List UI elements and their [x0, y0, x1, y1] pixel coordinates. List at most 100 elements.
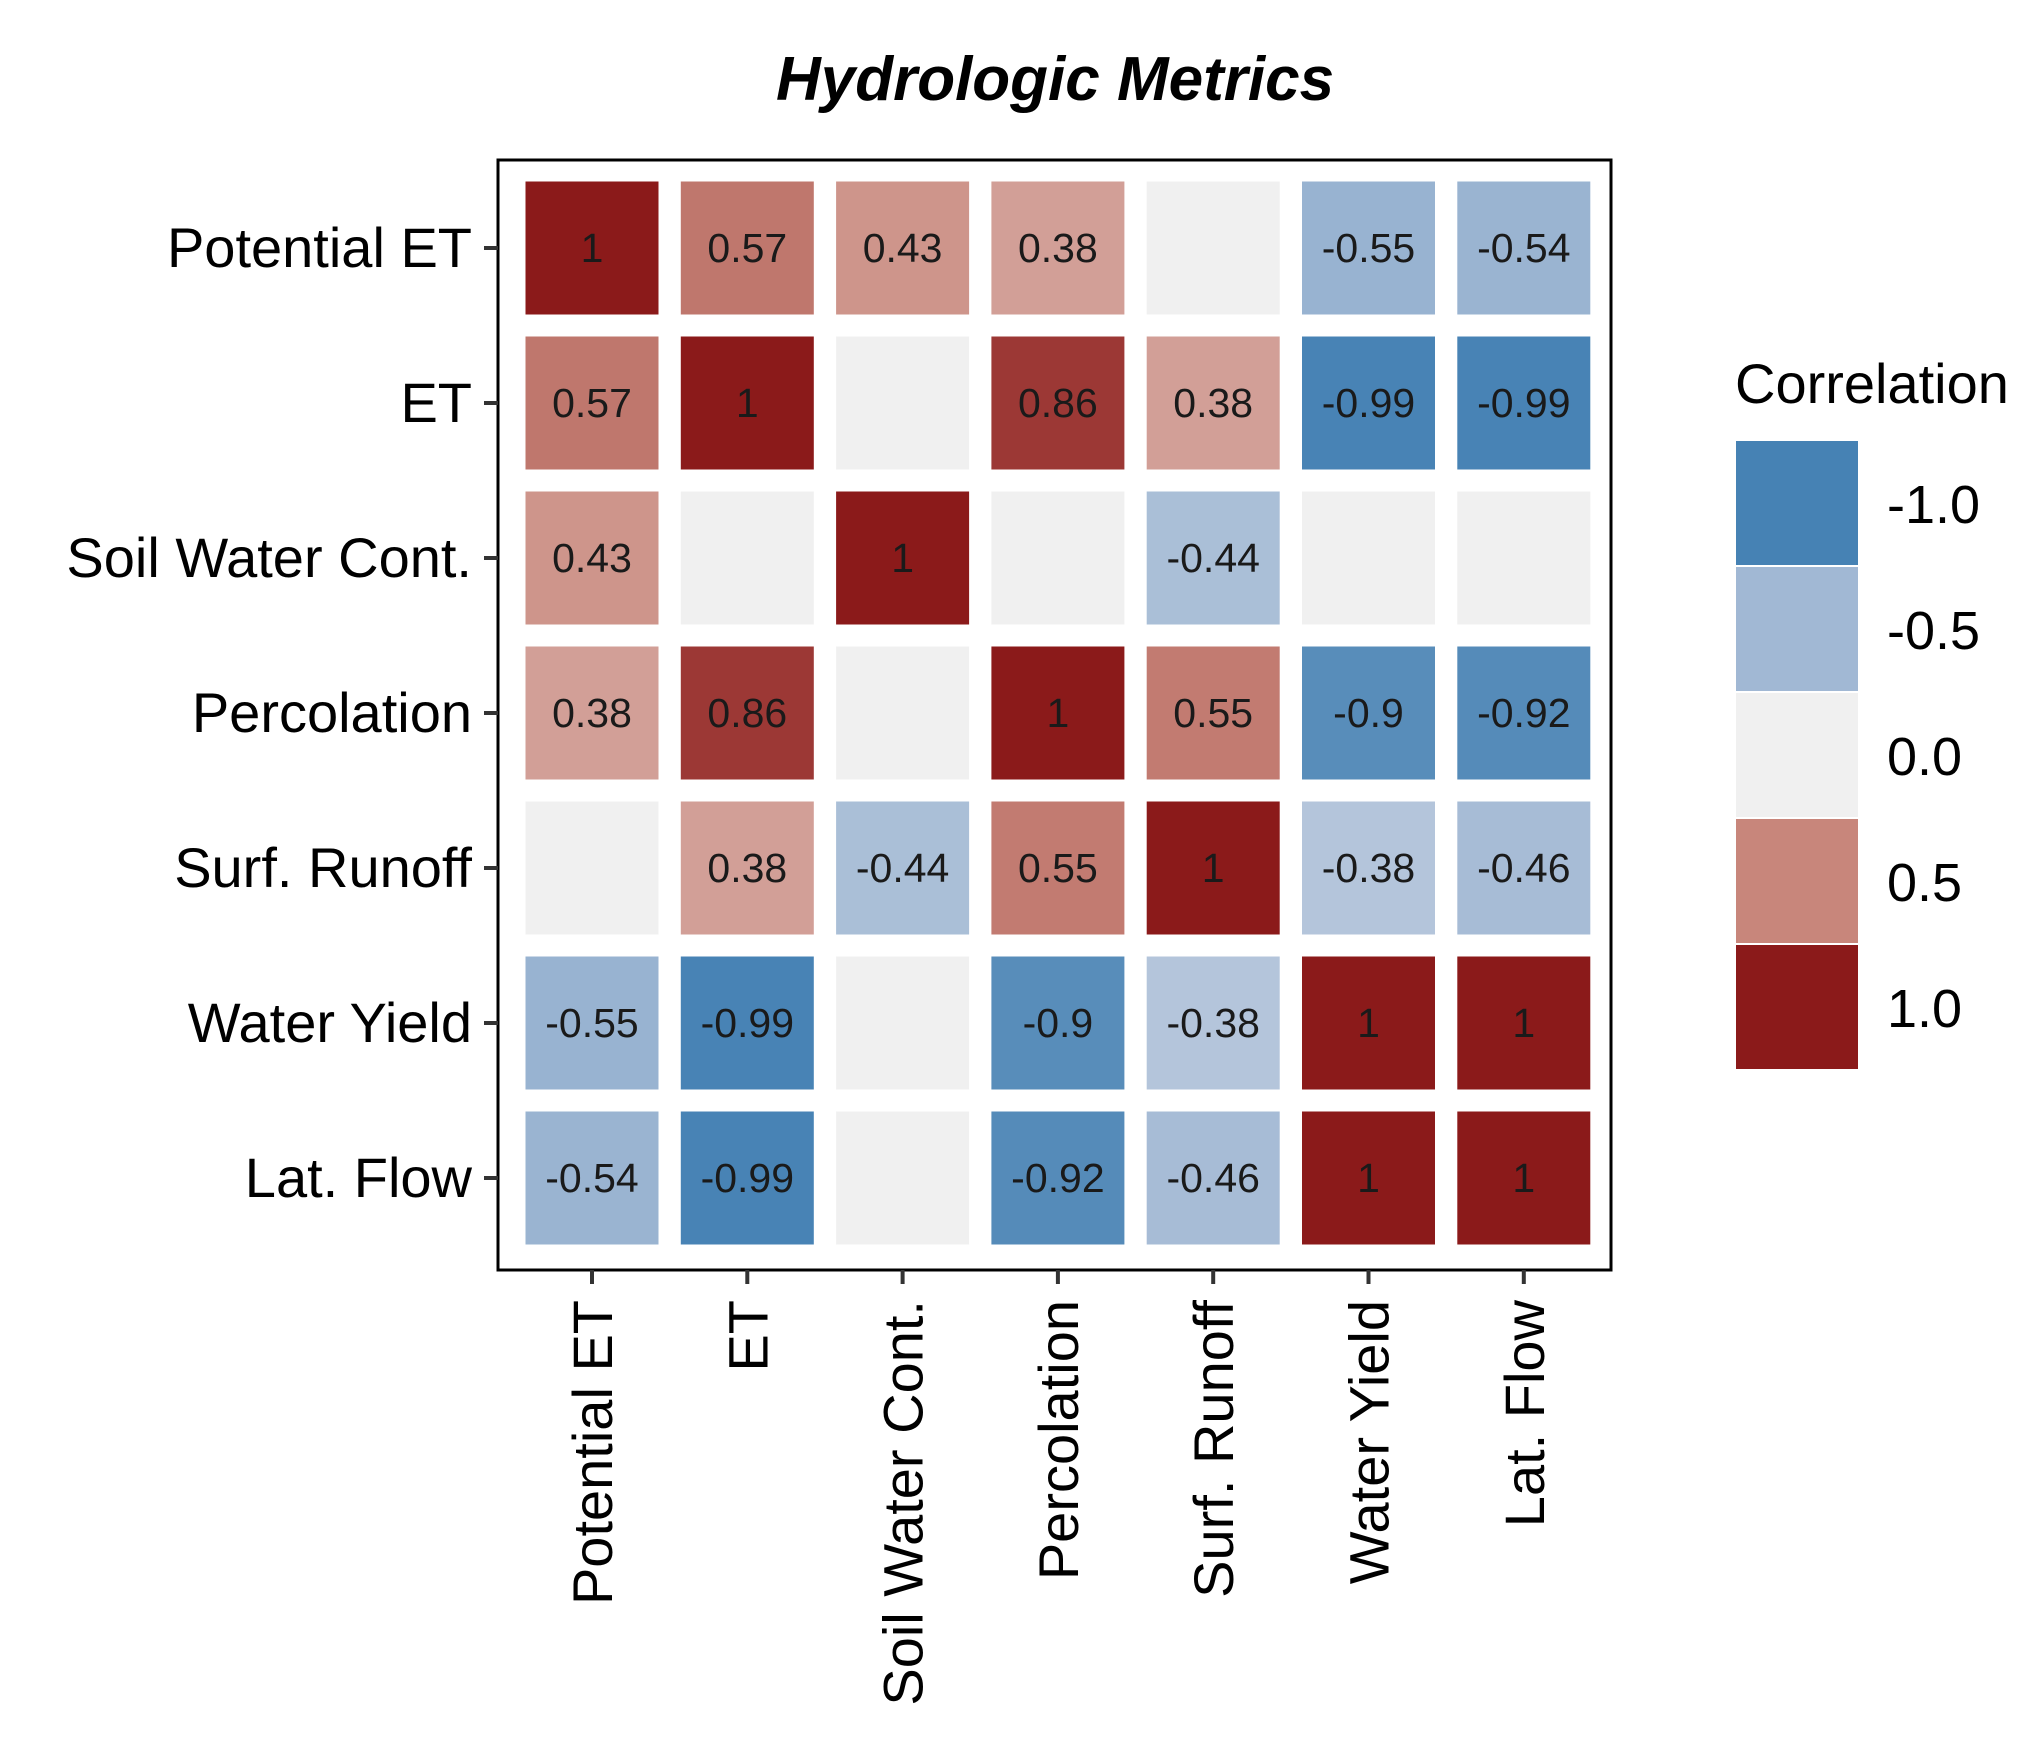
cell-value-label: -0.54 — [1477, 225, 1570, 271]
cell-value-label: -0.54 — [545, 1155, 638, 1201]
cell-value-label: -0.44 — [856, 845, 949, 891]
heatmap-cell — [1457, 801, 1591, 935]
heatmap-cell — [1146, 1111, 1280, 1245]
heatmap-cell — [1302, 801, 1435, 935]
x-tick-label: Surf. Runoff — [1182, 1300, 1245, 1598]
cell-value-label: 0.38 — [552, 690, 632, 736]
cell-value-label: 0.43 — [552, 535, 632, 581]
heatmap-cell — [680, 336, 814, 470]
legend-swatch — [1734, 439, 1860, 567]
heatmap-cell — [991, 956, 1125, 1090]
cell-value-label: -0.55 — [545, 1000, 638, 1046]
cell-value-label: 0.86 — [707, 690, 787, 736]
heatmap-cell — [525, 491, 659, 625]
cell-value-label: 1 — [1046, 690, 1069, 736]
heatmap-cell — [836, 336, 970, 470]
legend-label: 0.0 — [1887, 727, 1962, 787]
heatmap-cell — [1302, 491, 1435, 625]
legend: Correlation -1.0 -0.5 0.0 0.5 1.0 — [1734, 352, 2009, 1071]
heatmap-cell — [680, 491, 814, 625]
x-tick-label: Potential ET — [561, 1300, 624, 1605]
heatmap-cell — [991, 801, 1125, 935]
cell-value-label: 0.55 — [1018, 845, 1098, 891]
heatmap-cell — [991, 491, 1125, 625]
cell-value-label: 0.57 — [707, 225, 787, 271]
heatmap-cell — [525, 181, 659, 315]
heatmap-cell — [836, 181, 970, 315]
heatmap-cell — [991, 336, 1125, 470]
heatmap-cell — [525, 646, 659, 780]
y-tick-label: Surf. Runoff — [174, 836, 472, 899]
heatmap-cell — [1302, 336, 1435, 470]
cell-value-label: -0.99 — [1322, 380, 1415, 426]
cell-value-label: -0.99 — [701, 1000, 794, 1046]
x-tick-label: Soil Water Cont. — [872, 1300, 935, 1706]
cell-value-label: 1 — [736, 380, 759, 426]
heatmap-cell — [525, 336, 659, 470]
heatmap-cell — [836, 1111, 970, 1245]
heatmap-cell — [1457, 181, 1591, 315]
cell-value-label: 1 — [1202, 845, 1225, 891]
heatmap-cell — [680, 646, 814, 780]
y-axis: Potential ET ET Soil Water Cont. Percolatio… — [66, 216, 498, 1209]
y-tick-label: Soil Water Cont. — [66, 526, 472, 589]
chart-title: Hydrologic Metrics — [776, 45, 1334, 114]
legend-swatch — [1734, 943, 1860, 1071]
heatmap-cell — [1302, 646, 1435, 780]
x-axis: Potential ET ET Soil Water Cont. Percolatio… — [561, 1270, 1556, 1706]
cell-value-label: 0.86 — [1018, 380, 1098, 426]
heatmap-cell — [680, 956, 814, 1090]
heatmap-cell — [1146, 646, 1280, 780]
heatmap-cell — [1146, 181, 1280, 315]
heatmap-cell — [836, 646, 970, 780]
cell-value-label: 1 — [581, 225, 604, 271]
y-tick-label: Percolation — [192, 681, 472, 744]
cell-value-label: 0.38 — [1018, 225, 1098, 271]
y-tick-label: Lat. Flow — [245, 1146, 473, 1209]
heatmap-cell — [991, 1111, 1125, 1245]
cell-value-label: -0.99 — [1477, 380, 1570, 426]
cell-value-label: -0.99 — [701, 1155, 794, 1201]
cell-value-label: -0.9 — [1333, 690, 1404, 736]
cell-value-label: 0.38 — [1173, 380, 1253, 426]
legend-swatch — [1734, 817, 1860, 945]
heatmap-cell — [680, 801, 814, 935]
x-tick-label: Lat. Flow — [1493, 1299, 1556, 1527]
heatmap-cell — [991, 646, 1125, 780]
heatmap-cell — [1302, 956, 1435, 1090]
legend-swatch — [1734, 691, 1860, 819]
y-tick-label: Potential ET — [167, 216, 472, 279]
cell-value-label: -0.46 — [1477, 845, 1570, 891]
heatmap-cell — [1457, 491, 1591, 625]
cell-value-label: -0.44 — [1166, 535, 1259, 581]
cell-value-label: 1 — [1357, 1155, 1380, 1201]
cell-value-label: -0.38 — [1322, 845, 1415, 891]
cell-value-label: 0.55 — [1173, 690, 1253, 736]
heatmap-cell — [1457, 336, 1591, 470]
cell-value-label: -0.55 — [1322, 225, 1415, 271]
heatmap-cell — [836, 801, 970, 935]
heatmap-cell — [1302, 1111, 1435, 1245]
legend-label: 1.0 — [1887, 979, 1962, 1039]
x-tick-label: Water Yield — [1338, 1300, 1401, 1584]
cell-value-label: 0.43 — [863, 225, 943, 271]
x-tick-label: Percolation — [1027, 1300, 1090, 1580]
heatmap-cell — [1457, 956, 1591, 1090]
legend-label: -1.0 — [1887, 475, 1980, 535]
cell-value-label: -0.92 — [1477, 690, 1570, 736]
cell-value-label: -0.92 — [1011, 1155, 1104, 1201]
heatmap-cells: 1 0.57 0.43 0.38 -0.55 -0.54 0.57 1 0.86 0.38 -0.9… — [525, 181, 1591, 1245]
heatmap-cell — [680, 1111, 814, 1245]
heatmap-cell — [836, 956, 970, 1090]
heatmap-cell — [1302, 181, 1435, 315]
cell-value-label: -0.9 — [1023, 1000, 1094, 1046]
legend-title: Correlation — [1735, 352, 2009, 415]
cell-value-label: 1 — [1512, 1000, 1535, 1046]
heatmap-cell — [1146, 336, 1280, 470]
heatmap-cell — [680, 181, 814, 315]
heatmap-cell — [525, 801, 659, 935]
legend-swatch — [1734, 565, 1860, 693]
y-tick-label: ET — [400, 371, 472, 434]
cell-value-label: 1 — [1512, 1155, 1535, 1201]
